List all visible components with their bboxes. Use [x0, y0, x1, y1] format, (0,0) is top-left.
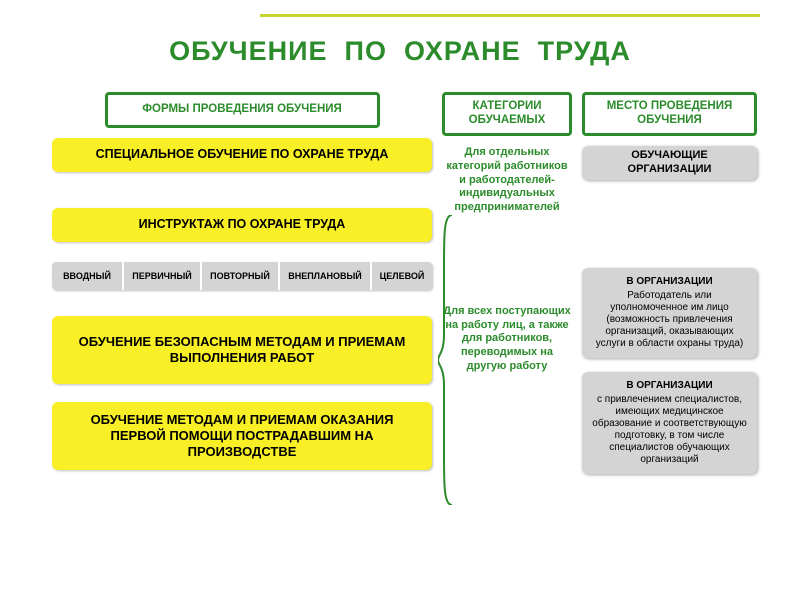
header-forms: ФОРМЫ ПРОВЕДЕНИЯ ОБУЧЕНИЯ: [105, 92, 380, 128]
block-first-aid: ОБУЧЕНИЕ МЕТОДАМ И ПРИЕМАМ ОКАЗАНИЯ ПЕРВ…: [52, 402, 432, 470]
block-training-orgs: ОБУЧАЮЩИЕ ОРГАНИЗАЦИИ: [582, 146, 757, 180]
block-safe-methods: ОБУЧЕНИЕ БЕЗОПАСНЫМ МЕТОДАМ И ПРИЕМАМ ВЫ…: [52, 316, 432, 384]
block-in-org-2-body: с привлечением специалистов, имеющих мед…: [592, 394, 746, 465]
column-categories: КАТЕГОРИИ ОБУЧАЕМЫХ Для отдельных катего…: [442, 92, 572, 374]
block-in-org-1-body: Работодатель или уполномоченное им лицо …: [596, 290, 744, 349]
column-places: МЕСТО ПРОВЕДЕНИЯ ОБУЧЕНИЯ ОБУЧАЮЩИЕ ОРГА…: [582, 92, 757, 474]
seg-introductory: ВВОДНЫЙ: [52, 262, 124, 290]
instruction-types-row: ВВОДНЫЙ ПЕРВИЧНЫЙ ПОВТОРНЫЙ ВНЕПЛАНОВЫЙ …: [52, 262, 432, 290]
block-instruction: ИНСТРУКТАЖ ПО ОХРАНЕ ТРУДА: [52, 208, 432, 242]
seg-repeated: ПОВТОРНЫЙ: [202, 262, 280, 290]
page-title: ОБУЧЕНИЕ ПО ОХРАНЕ ТРУДА: [0, 36, 800, 67]
title-text: ОБУЧЕНИЕ ПО ОХРАНЕ ТРУДА: [169, 36, 631, 66]
seg-primary: ПЕРВИЧНЫЙ: [124, 262, 202, 290]
categories-text-2: Для всех поступающих на работу лиц, а та…: [442, 305, 572, 374]
block-in-org-2: В ОРГАНИЗАЦИИ с привлечением специалисто…: [582, 372, 757, 474]
header-places: МЕСТО ПРОВЕДЕНИЯ ОБУЧЕНИЯ: [582, 92, 757, 136]
categories-text-1: Для отдельных категорий работников и раб…: [442, 146, 572, 215]
column-forms: ФОРМЫ ПРОВЕДЕНИЯ ОБУЧЕНИЯ СПЕЦИАЛЬНОЕ ОБ…: [52, 92, 432, 470]
block-in-org-2-title: В ОРГАНИЗАЦИИ: [590, 380, 749, 392]
block-special-training: СПЕЦИАЛЬНОЕ ОБУЧЕНИЕ ПО ОХРАНЕ ТРУДА: [52, 138, 432, 172]
block-in-org-1: В ОРГАНИЗАЦИИ Работодатель или уполномоч…: [582, 268, 757, 358]
seg-targeted: ЦЕЛЕВОЙ: [372, 262, 432, 290]
block-in-org-1-title: В ОРГАНИЗАЦИИ: [590, 276, 749, 288]
header-categories: КАТЕГОРИИ ОБУЧАЕМЫХ: [442, 92, 572, 136]
bracket-icon: [438, 215, 460, 505]
top-accent-bar: [260, 14, 760, 17]
seg-unscheduled: ВНЕПЛАНОВЫЙ: [280, 262, 372, 290]
